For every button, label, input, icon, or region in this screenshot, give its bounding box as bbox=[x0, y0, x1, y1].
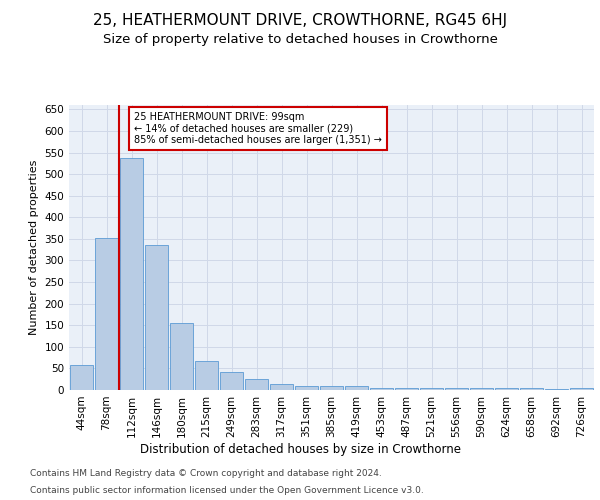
Bar bbox=[245, 379, 268, 390]
Bar bbox=[70, 366, 94, 390]
Bar bbox=[145, 245, 169, 390]
Bar bbox=[520, 388, 544, 390]
Bar bbox=[295, 386, 319, 390]
Bar bbox=[220, 372, 244, 390]
Bar bbox=[95, 238, 118, 390]
Text: Contains public sector information licensed under the Open Government Licence v3: Contains public sector information licen… bbox=[30, 486, 424, 495]
Text: 25, HEATHERMOUNT DRIVE, CROWTHORNE, RG45 6HJ: 25, HEATHERMOUNT DRIVE, CROWTHORNE, RG45… bbox=[93, 12, 507, 28]
Text: 25 HEATHERMOUNT DRIVE: 99sqm
← 14% of detached houses are smaller (229)
85% of s: 25 HEATHERMOUNT DRIVE: 99sqm ← 14% of de… bbox=[134, 112, 382, 146]
Bar bbox=[545, 389, 568, 390]
Y-axis label: Number of detached properties: Number of detached properties bbox=[29, 160, 39, 335]
Text: Size of property relative to detached houses in Crowthorne: Size of property relative to detached ho… bbox=[103, 32, 497, 46]
Bar bbox=[344, 386, 368, 390]
Bar bbox=[494, 388, 518, 390]
Text: Distribution of detached houses by size in Crowthorne: Distribution of detached houses by size … bbox=[139, 442, 461, 456]
Bar bbox=[470, 388, 493, 390]
Bar bbox=[119, 158, 143, 390]
Text: Contains HM Land Registry data © Crown copyright and database right 2024.: Contains HM Land Registry data © Crown c… bbox=[30, 468, 382, 477]
Bar bbox=[194, 361, 218, 390]
Bar bbox=[170, 323, 193, 390]
Bar bbox=[370, 388, 394, 390]
Bar bbox=[569, 388, 593, 390]
Bar bbox=[419, 388, 443, 390]
Bar bbox=[320, 386, 343, 390]
Bar bbox=[445, 388, 469, 390]
Bar bbox=[395, 388, 418, 390]
Bar bbox=[269, 384, 293, 390]
